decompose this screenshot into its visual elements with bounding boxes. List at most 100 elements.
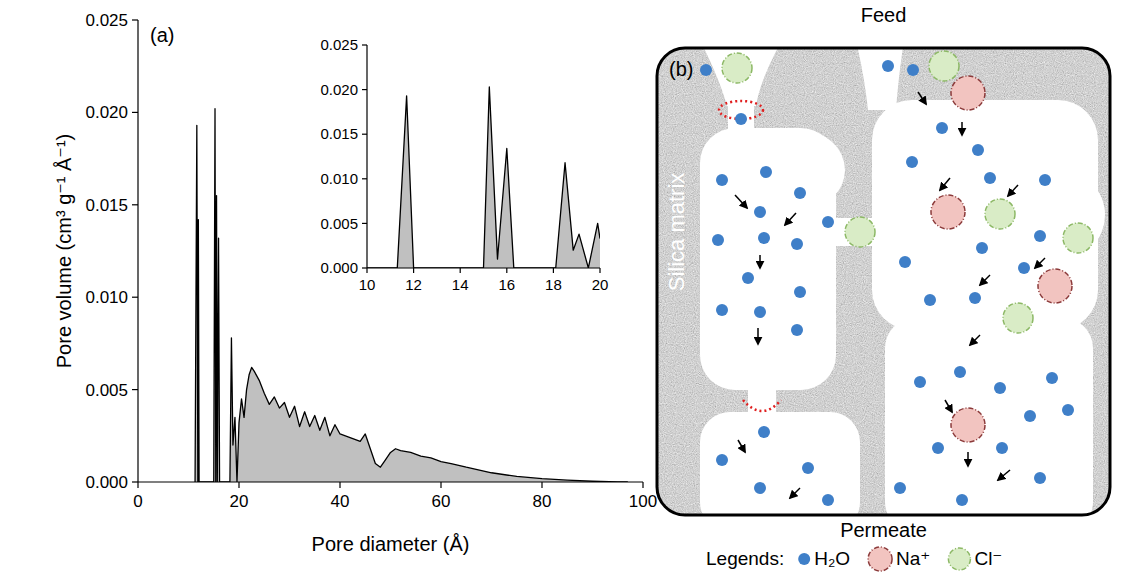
chloride-ion (948, 548, 970, 570)
x-tick-label: 100 (629, 492, 657, 511)
pore (700, 412, 860, 515)
chloride-ion (985, 199, 1015, 229)
flow-arrow (1035, 258, 1045, 268)
x-tick-label: 14 (452, 276, 469, 293)
flow-arrow (940, 178, 950, 190)
y-tick (362, 178, 367, 179)
y-tick-label: 0.000 (320, 259, 358, 276)
data-group (195, 109, 628, 482)
water-molecule (798, 553, 810, 565)
x-axis (367, 267, 600, 268)
x-tick-label: 80 (533, 492, 552, 511)
water-molecule (1024, 410, 1036, 422)
water-molecule (1046, 372, 1058, 384)
x-tick-label: 40 (331, 492, 350, 511)
sodium-ion (1038, 269, 1072, 303)
pore (700, 48, 782, 106)
diagram: Silica matrix(b)FeedPermeateLegends:H₂ON… (657, 4, 1110, 571)
feed-label: Feed (861, 4, 907, 26)
x-tick-label: 12 (405, 276, 422, 293)
x-tick (413, 268, 414, 273)
chart-1: 0.0000.0050.0100.0150.0200.0251012141618… (320, 36, 608, 293)
water-molecule (1039, 174, 1051, 186)
water-molecule (760, 166, 772, 178)
flow-arrow (945, 400, 952, 412)
water-molecule (716, 304, 728, 316)
x-tick (599, 268, 600, 273)
water-molecule (882, 60, 894, 72)
water-molecule (972, 144, 984, 156)
water-molecule (1034, 472, 1046, 484)
water-molecule (907, 64, 919, 76)
water-molecule (794, 286, 806, 298)
water-molecule (758, 426, 770, 438)
flow-arrow (961, 122, 963, 135)
x-tick (137, 482, 138, 488)
water-molecule (996, 442, 1008, 454)
sodium-ion (931, 195, 965, 229)
water-molecule (1062, 404, 1074, 416)
water-molecule (969, 292, 981, 304)
flow-arrow (757, 328, 759, 344)
y-tick (132, 19, 138, 20)
water-molecule (791, 238, 803, 250)
y-tick-label: 0.025 (320, 36, 358, 53)
y-axis (137, 20, 138, 482)
x-tick (642, 482, 643, 488)
matrix-group (657, 48, 1110, 515)
x-tick (553, 268, 554, 273)
flow-arrow (785, 213, 796, 225)
y-axis-title: Pore volume (cm³ g⁻¹ Å⁻¹) (53, 134, 75, 368)
y-tick (362, 134, 367, 135)
data-line (367, 87, 600, 268)
flow-arrow (967, 452, 969, 466)
y-tick-label: 0.010 (85, 288, 128, 307)
water-molecule (742, 272, 754, 284)
y-tick-label: 0.020 (85, 103, 128, 122)
chloride-ion (722, 53, 752, 83)
pore (755, 130, 845, 210)
water-molecule (794, 187, 806, 199)
flow-arrow (980, 275, 990, 285)
pore (830, 218, 882, 246)
chloride-ion (845, 217, 875, 247)
water-molecule (924, 294, 936, 306)
water-molecule (735, 113, 747, 125)
x-tick-label: 20 (592, 276, 609, 293)
water-molecule (822, 216, 834, 228)
y-tick (132, 204, 138, 205)
water-molecule (899, 256, 911, 268)
water-molecule (956, 494, 968, 506)
panel-label: (b) (669, 58, 693, 80)
water-molecule (754, 482, 766, 494)
y-tick-label: 0.025 (85, 11, 128, 30)
flow-arrow (759, 255, 761, 268)
y-tick-label: 0.015 (85, 196, 128, 215)
data-line (195, 109, 628, 482)
y-tick (132, 389, 138, 390)
y-tick-label: 0.000 (85, 473, 128, 492)
y-tick (362, 223, 367, 224)
water-molecule (791, 324, 803, 336)
x-tick (366, 268, 367, 273)
water-molecule (894, 482, 906, 494)
y-tick-label: 0.015 (320, 125, 358, 142)
chloride-ion (1003, 303, 1033, 333)
flow-arrow (738, 440, 745, 452)
flow-arrow (1008, 185, 1018, 196)
y-tick (362, 267, 367, 268)
x-tick-label: 10 (359, 276, 376, 293)
pore (856, 48, 904, 110)
y-tick (132, 112, 138, 113)
x-tick (238, 482, 239, 488)
chart-0: 0.0000.0050.0100.0150.0200.0250204060801… (53, 11, 657, 555)
area-fill (195, 109, 628, 482)
permeate-label: Permeate (840, 519, 927, 541)
water-molecule (984, 172, 996, 184)
y-tick (132, 481, 138, 482)
x-tick-label: 60 (432, 492, 451, 511)
x-axis-title: Pore diameter (Å) (312, 533, 470, 555)
water-molecule (754, 306, 766, 318)
legend-label: Cl⁻ (974, 548, 1002, 569)
area-fill (367, 87, 600, 268)
